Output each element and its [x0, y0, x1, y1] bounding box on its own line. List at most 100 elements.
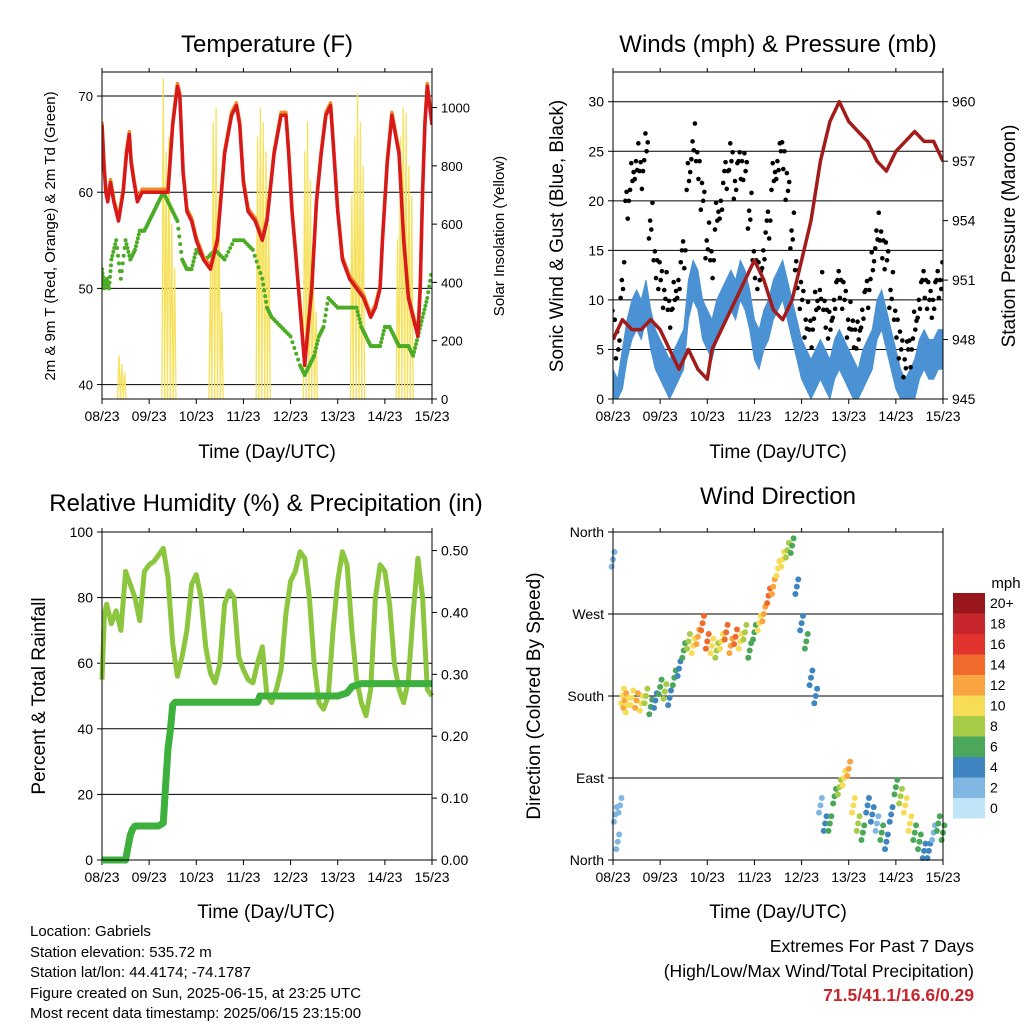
- gust-point: [931, 306, 937, 312]
- gust-point: [889, 296, 895, 302]
- direction-point: [655, 691, 662, 698]
- gust-point: [663, 296, 668, 302]
- gust-point: [803, 317, 808, 323]
- dewpoint-point: [121, 253, 126, 258]
- dewpoint-point: [122, 246, 127, 251]
- station-location: Location: Gabriels: [30, 923, 151, 940]
- dewpoint-point: [124, 242, 129, 247]
- y-tick-label: North: [570, 524, 604, 540]
- dewpoint-point: [256, 265, 261, 270]
- gust-point: [763, 230, 768, 235]
- y-tick-label: 70: [79, 89, 93, 104]
- dewpoint-point: [428, 278, 432, 283]
- gust-point: [797, 306, 803, 312]
- temp-2m-line: [102, 84, 432, 368]
- gust-point: [670, 306, 675, 312]
- direction-point: [882, 846, 889, 853]
- gust-point: [808, 318, 813, 324]
- y2-tick-label: 0.50: [441, 543, 468, 559]
- temperature-title: Temperature (F): [181, 31, 353, 58]
- direction-point: [717, 645, 724, 652]
- temperature-y2label: Solar Insolation (Yellow): [491, 156, 508, 316]
- x-tick-label: 15/23: [414, 408, 449, 424]
- solar-spike: [116, 355, 122, 399]
- y-tick-label: 40: [77, 721, 93, 737]
- direction-point: [768, 590, 775, 597]
- direction-point: [867, 818, 874, 825]
- gust-point: [901, 374, 906, 380]
- gust-point: [643, 131, 648, 136]
- direction-point: [799, 612, 806, 619]
- x-tick-label: 08/23: [84, 869, 119, 885]
- gust-point: [720, 180, 726, 186]
- gust-point: [781, 166, 786, 172]
- extremes-box: Extremes For Past 7 Days (High/Low/Max W…: [664, 934, 974, 1008]
- direction-point: [905, 827, 912, 834]
- x-tick-label: 10/23: [690, 869, 725, 885]
- gust-point: [929, 315, 935, 321]
- direction-point: [795, 576, 802, 583]
- y2-tick-label: 800: [441, 159, 463, 174]
- gust-point: [760, 248, 766, 253]
- gust-point: [778, 148, 784, 154]
- gust-point: [782, 148, 787, 154]
- gust-point: [831, 297, 837, 303]
- dewpoint-point: [380, 336, 385, 341]
- solar-spike: [219, 311, 224, 399]
- gust-point: [646, 236, 652, 241]
- direction-point: [644, 685, 651, 692]
- y-tick-label: 30: [588, 94, 604, 110]
- solar-spike: [398, 136, 403, 399]
- gust-point: [924, 306, 930, 312]
- gust-point: [707, 257, 713, 263]
- gust-point: [868, 276, 873, 282]
- gust-point: [935, 268, 940, 274]
- gust-point: [667, 325, 673, 330]
- gust-point: [788, 246, 793, 251]
- direction-point: [921, 847, 928, 854]
- gust-point: [650, 200, 655, 206]
- y2-tick-label: 0.20: [441, 728, 468, 744]
- direction-point: [646, 711, 653, 718]
- dewpoint-point: [357, 317, 362, 322]
- precip-line: [102, 680, 432, 864]
- direction-point: [628, 694, 635, 701]
- direction-point: [770, 583, 777, 590]
- gust-point: [706, 220, 712, 225]
- rh-line: [99, 545, 435, 719]
- gust-point: [740, 177, 746, 183]
- direction-point: [732, 633, 739, 640]
- direction-point: [665, 702, 672, 709]
- dewpoint-point: [314, 346, 319, 351]
- gust-point: [693, 158, 699, 164]
- gust-point: [719, 207, 725, 213]
- station-latlon: Station lat/lon: 44.4174; -74.1787: [30, 964, 252, 981]
- y-tick-label: 60: [77, 655, 93, 671]
- colorbar-label: 4: [990, 759, 998, 775]
- gust-point: [674, 295, 680, 301]
- colorbar-label: 20+: [990, 595, 1014, 611]
- direction-point: [712, 654, 719, 661]
- colorbar-swatch: [953, 695, 985, 716]
- y-tick-label: 5: [596, 341, 604, 357]
- dewpoint-point: [136, 232, 141, 237]
- y2-tick-label: 0: [441, 392, 448, 407]
- gust-point: [638, 159, 643, 165]
- y-tick-label: East: [576, 770, 604, 786]
- direction-point: [856, 813, 863, 820]
- humidity-ylabel: Percent & Total Rainfall: [29, 597, 50, 794]
- direction-point: [801, 645, 808, 652]
- gust-point: [699, 180, 705, 186]
- direction-point: [850, 802, 857, 809]
- gust-point: [731, 196, 737, 202]
- gust-point: [773, 176, 779, 182]
- y2-tick-label: 400: [441, 275, 463, 290]
- direction-point: [864, 802, 871, 809]
- gust-point: [613, 356, 619, 361]
- gust-point: [839, 306, 845, 312]
- gust-point: [798, 279, 804, 285]
- x-tick-label: 12/23: [273, 408, 308, 424]
- direction-point: [694, 633, 701, 640]
- gust-point: [895, 317, 900, 323]
- gust-point: [888, 287, 893, 293]
